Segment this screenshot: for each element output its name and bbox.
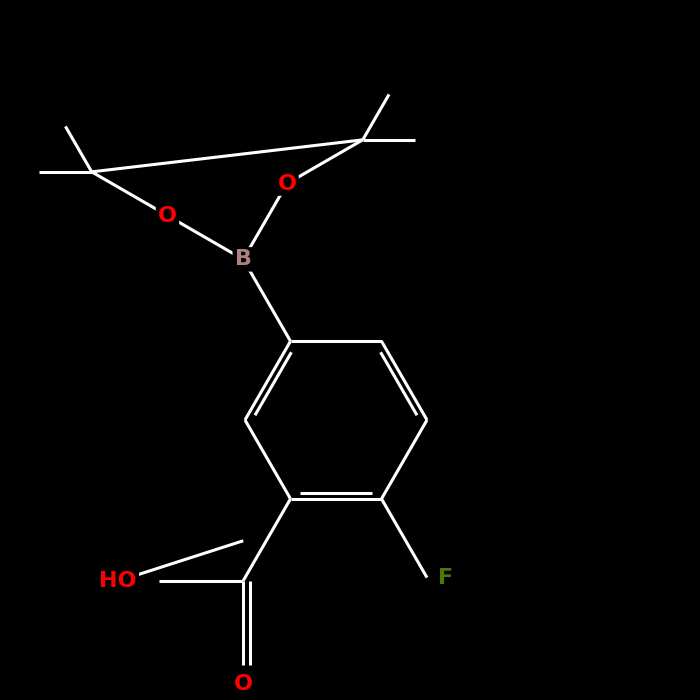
Text: O: O: [158, 206, 177, 225]
Text: O: O: [234, 674, 253, 694]
Text: O: O: [277, 174, 297, 194]
Text: B: B: [234, 249, 252, 270]
Text: HO: HO: [99, 570, 137, 591]
Text: F: F: [438, 568, 453, 587]
